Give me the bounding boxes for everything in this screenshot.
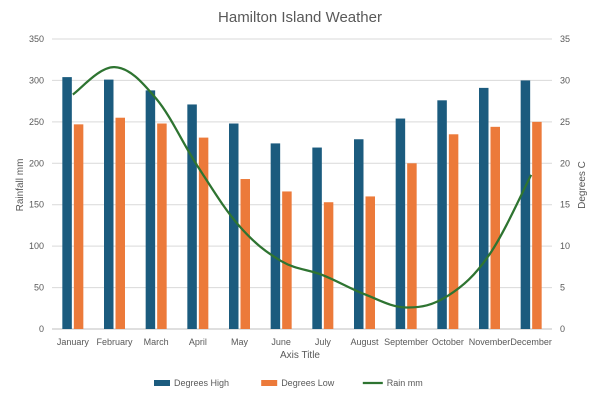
y2-tick-label: 25 [560, 117, 570, 127]
bar-degrees-high-april [187, 104, 197, 329]
y2-tick-label: 20 [560, 158, 570, 168]
legend-swatch-degrees-low [261, 380, 278, 386]
bar-degrees-high-october [437, 100, 447, 329]
y-tick-label: 100 [29, 241, 44, 251]
chart-title: Hamilton Island Weather [218, 9, 382, 26]
bar-degrees-low-march [157, 123, 167, 329]
x-tick-label-july: July [315, 337, 332, 347]
bar-degrees-high-august [354, 139, 364, 329]
bar-degrees-high-december [520, 80, 531, 329]
legend-label-degrees-low: Degrees Low [281, 378, 335, 388]
bar-degrees-high-january [62, 77, 72, 329]
x-tick-label-august: August [350, 337, 379, 347]
x-tick-label-april: April [189, 337, 207, 347]
bar-degrees-high-may [229, 123, 239, 329]
x-axis-title: Axis Title [280, 350, 320, 361]
bar-degrees-low-december [532, 121, 542, 329]
y2-tick-label: 30 [560, 75, 570, 85]
line-rain-mm [72, 66, 533, 309]
bar-degrees-low-april [198, 137, 209, 329]
bar-degrees-low-july [323, 202, 334, 329]
y-tick-label: 250 [29, 117, 44, 127]
y-axis-ticks: 0 50 100 150 200 250 300 350 [29, 34, 44, 334]
bar-degrees-low-january [73, 124, 84, 329]
bar-degrees-high-july [312, 147, 322, 329]
y-tick-label: 0 [39, 324, 44, 334]
x-tick-label-november: November [469, 337, 511, 347]
bar-degrees-high-september [395, 118, 406, 330]
y2-axis-ticks: 0 5 10 15 20 25 30 35 [560, 34, 570, 334]
x-tick-label-february: February [96, 337, 133, 347]
bar-degrees-low-june [282, 191, 292, 329]
bar-degrees-low-october [448, 134, 459, 329]
legend: Degrees High Degrees Low Rain mm [154, 378, 423, 388]
y-tick-label: 200 [29, 158, 44, 168]
y2-axis-title: Degrees C [577, 161, 588, 209]
y2-tick-label: 15 [560, 200, 570, 210]
x-axis-ticks: January February March April May June July Augu… [57, 337, 552, 347]
legend-label-rain-mm: Rain mm [387, 378, 423, 388]
x-tick-label-october: October [432, 337, 464, 347]
bar-degrees-high-november [479, 87, 489, 329]
y2-tick-label: 0 [560, 324, 565, 334]
y-tick-label: 300 [29, 75, 44, 85]
y2-tick-label: 35 [560, 34, 570, 44]
line-series [72, 66, 533, 309]
y-tick-label: 150 [29, 200, 44, 210]
x-tick-label-december: December [510, 337, 552, 347]
x-tick-label-march: March [144, 337, 169, 347]
bar-degrees-low-november [490, 126, 500, 329]
legend-swatch-degrees-high [154, 380, 170, 386]
bar-degrees-high-march [145, 90, 156, 329]
bars [62, 77, 542, 330]
legend-label-degrees-high: Degrees High [174, 378, 229, 388]
y2-tick-label: 10 [560, 241, 570, 251]
x-tick-label-may: May [231, 337, 249, 347]
y2-tick-label: 5 [560, 283, 565, 293]
bar-degrees-high-february [104, 79, 114, 329]
bar-degrees-high-june [270, 143, 281, 329]
x-tick-label-june: June [271, 337, 291, 347]
gridlines [52, 38, 552, 330]
y-axis-title: Rainfall mm [15, 159, 26, 212]
y-tick-label: 350 [29, 34, 44, 44]
bar-degrees-low-august [365, 196, 375, 329]
bar-degrees-low-may [240, 179, 250, 329]
bar-degrees-low-september [407, 163, 417, 329]
x-tick-label-january: January [57, 337, 90, 347]
bar-degrees-low-february [115, 117, 125, 329]
y-tick-label: 50 [34, 283, 44, 293]
x-tick-label-september: September [384, 337, 428, 347]
